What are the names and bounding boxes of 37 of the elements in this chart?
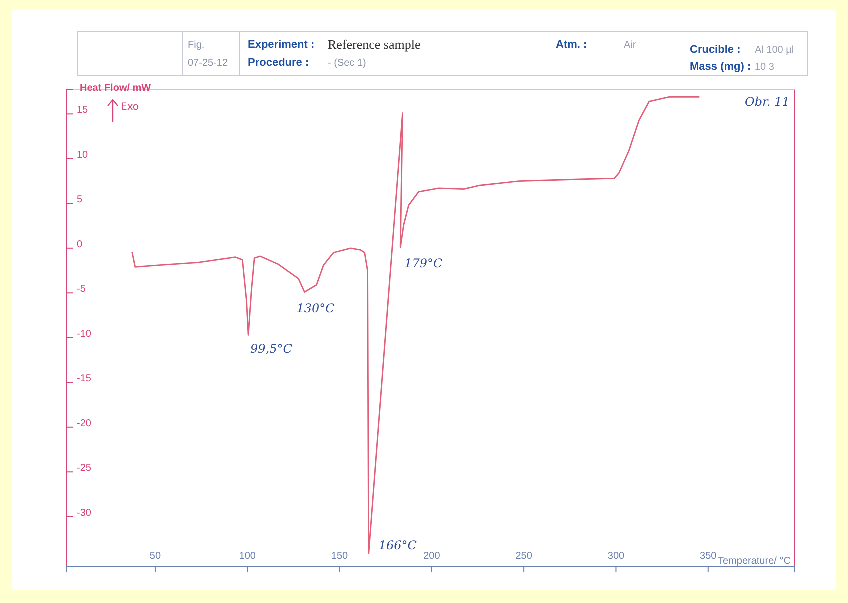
text: Crucible : <box>690 44 741 56</box>
text: Reference sample <box>328 37 421 52</box>
y-tick-label: 0 <box>77 239 83 250</box>
y-tick-label: -5 <box>77 284 86 296</box>
y-tick-label: 5 <box>77 194 83 206</box>
y-tick-label: -15 <box>77 374 92 385</box>
text: Experiment : <box>248 39 315 51</box>
annotation: Exo <box>121 102 140 113</box>
text: 07-25-12 <box>188 58 228 69</box>
text: - (Sec 1) <box>328 58 366 69</box>
x-axis-title: Temperature/ °C <box>718 556 791 567</box>
annotation: 179°C <box>404 256 443 271</box>
y-tick-label: -10 <box>77 328 92 340</box>
annotation: 99,5°C <box>250 342 292 356</box>
y-tick-label: -25 <box>77 463 92 474</box>
text: 10 3 <box>755 62 775 73</box>
annotation: Obr. 11 <box>745 95 790 109</box>
x-tick-label: 250 <box>516 551 533 562</box>
text: Air <box>624 40 637 51</box>
x-tick-label: 300 <box>608 551 626 562</box>
text: Fig. <box>188 40 205 51</box>
text: Procedure : <box>248 57 310 69</box>
text: Atm. : <box>556 39 588 51</box>
annotation: 130°C <box>296 301 335 316</box>
x-tick-label: 350 <box>700 551 718 562</box>
y-axis-title: Heat Flow/ mW <box>80 83 152 94</box>
text: Al 100 µl <box>755 45 794 56</box>
x-tick-label: 50 <box>150 551 162 562</box>
y-tick-label: 10 <box>77 150 89 161</box>
y-tick-label: -30 <box>77 508 92 519</box>
x-tick-label: 200 <box>424 551 441 562</box>
text: Mass (mg) : <box>690 61 752 73</box>
y-tick-label: -20 <box>77 418 92 430</box>
x-tick-label: 100 <box>239 551 256 562</box>
annotation: 166°C <box>378 538 417 553</box>
y-tick-label: 15 <box>77 105 89 116</box>
x-tick-label: 150 <box>331 551 349 562</box>
